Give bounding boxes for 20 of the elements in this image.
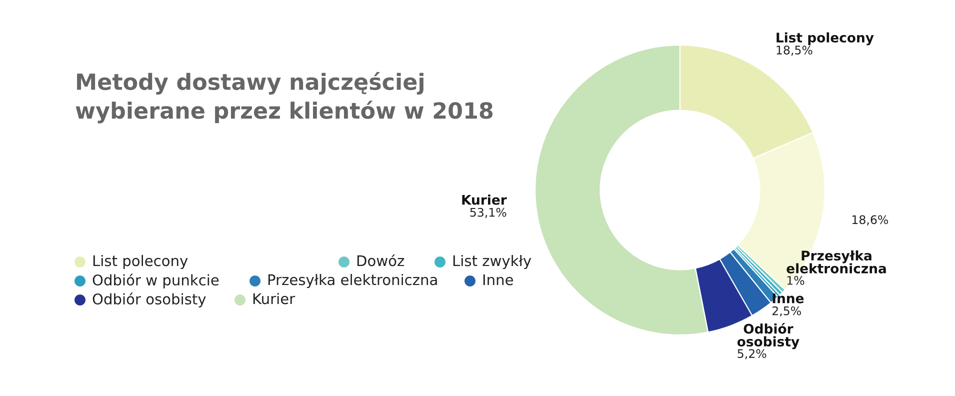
legend-label: Inne <box>483 274 513 286</box>
legend-label: List zwykły <box>453 254 532 270</box>
category-label: Przesyłka elektroniczna <box>786 250 886 274</box>
data-label: 1% <box>787 276 804 285</box>
legend-label: Dowóz <box>357 254 404 266</box>
data-label: 53,1% <box>470 208 506 218</box>
legend-label: List polecony <box>93 254 188 270</box>
legend-label: Odbiór osobisty <box>92 292 206 308</box>
legend-label: Kurier <box>253 292 296 304</box>
data-label: 5,2% <box>738 349 766 360</box>
slice-label: Inne <box>772 294 804 304</box>
slice-label: List polecony <box>776 32 874 46</box>
data-label: 18,6% <box>852 215 888 226</box>
slice-label: Odbiór osobisty <box>737 323 800 350</box>
data-label: 18,5% <box>776 46 812 56</box>
slice-label: Kurier <box>462 194 507 205</box>
legend-label: Odbiór w punkcie <box>92 274 219 288</box>
legend-label: Przesyłka elektroniczna <box>268 274 437 288</box>
text: Metody dostawy najczęściej wybierane przez klientów w 2018 <box>76 72 493 124</box>
data-label: 2,5% <box>772 306 801 316</box>
